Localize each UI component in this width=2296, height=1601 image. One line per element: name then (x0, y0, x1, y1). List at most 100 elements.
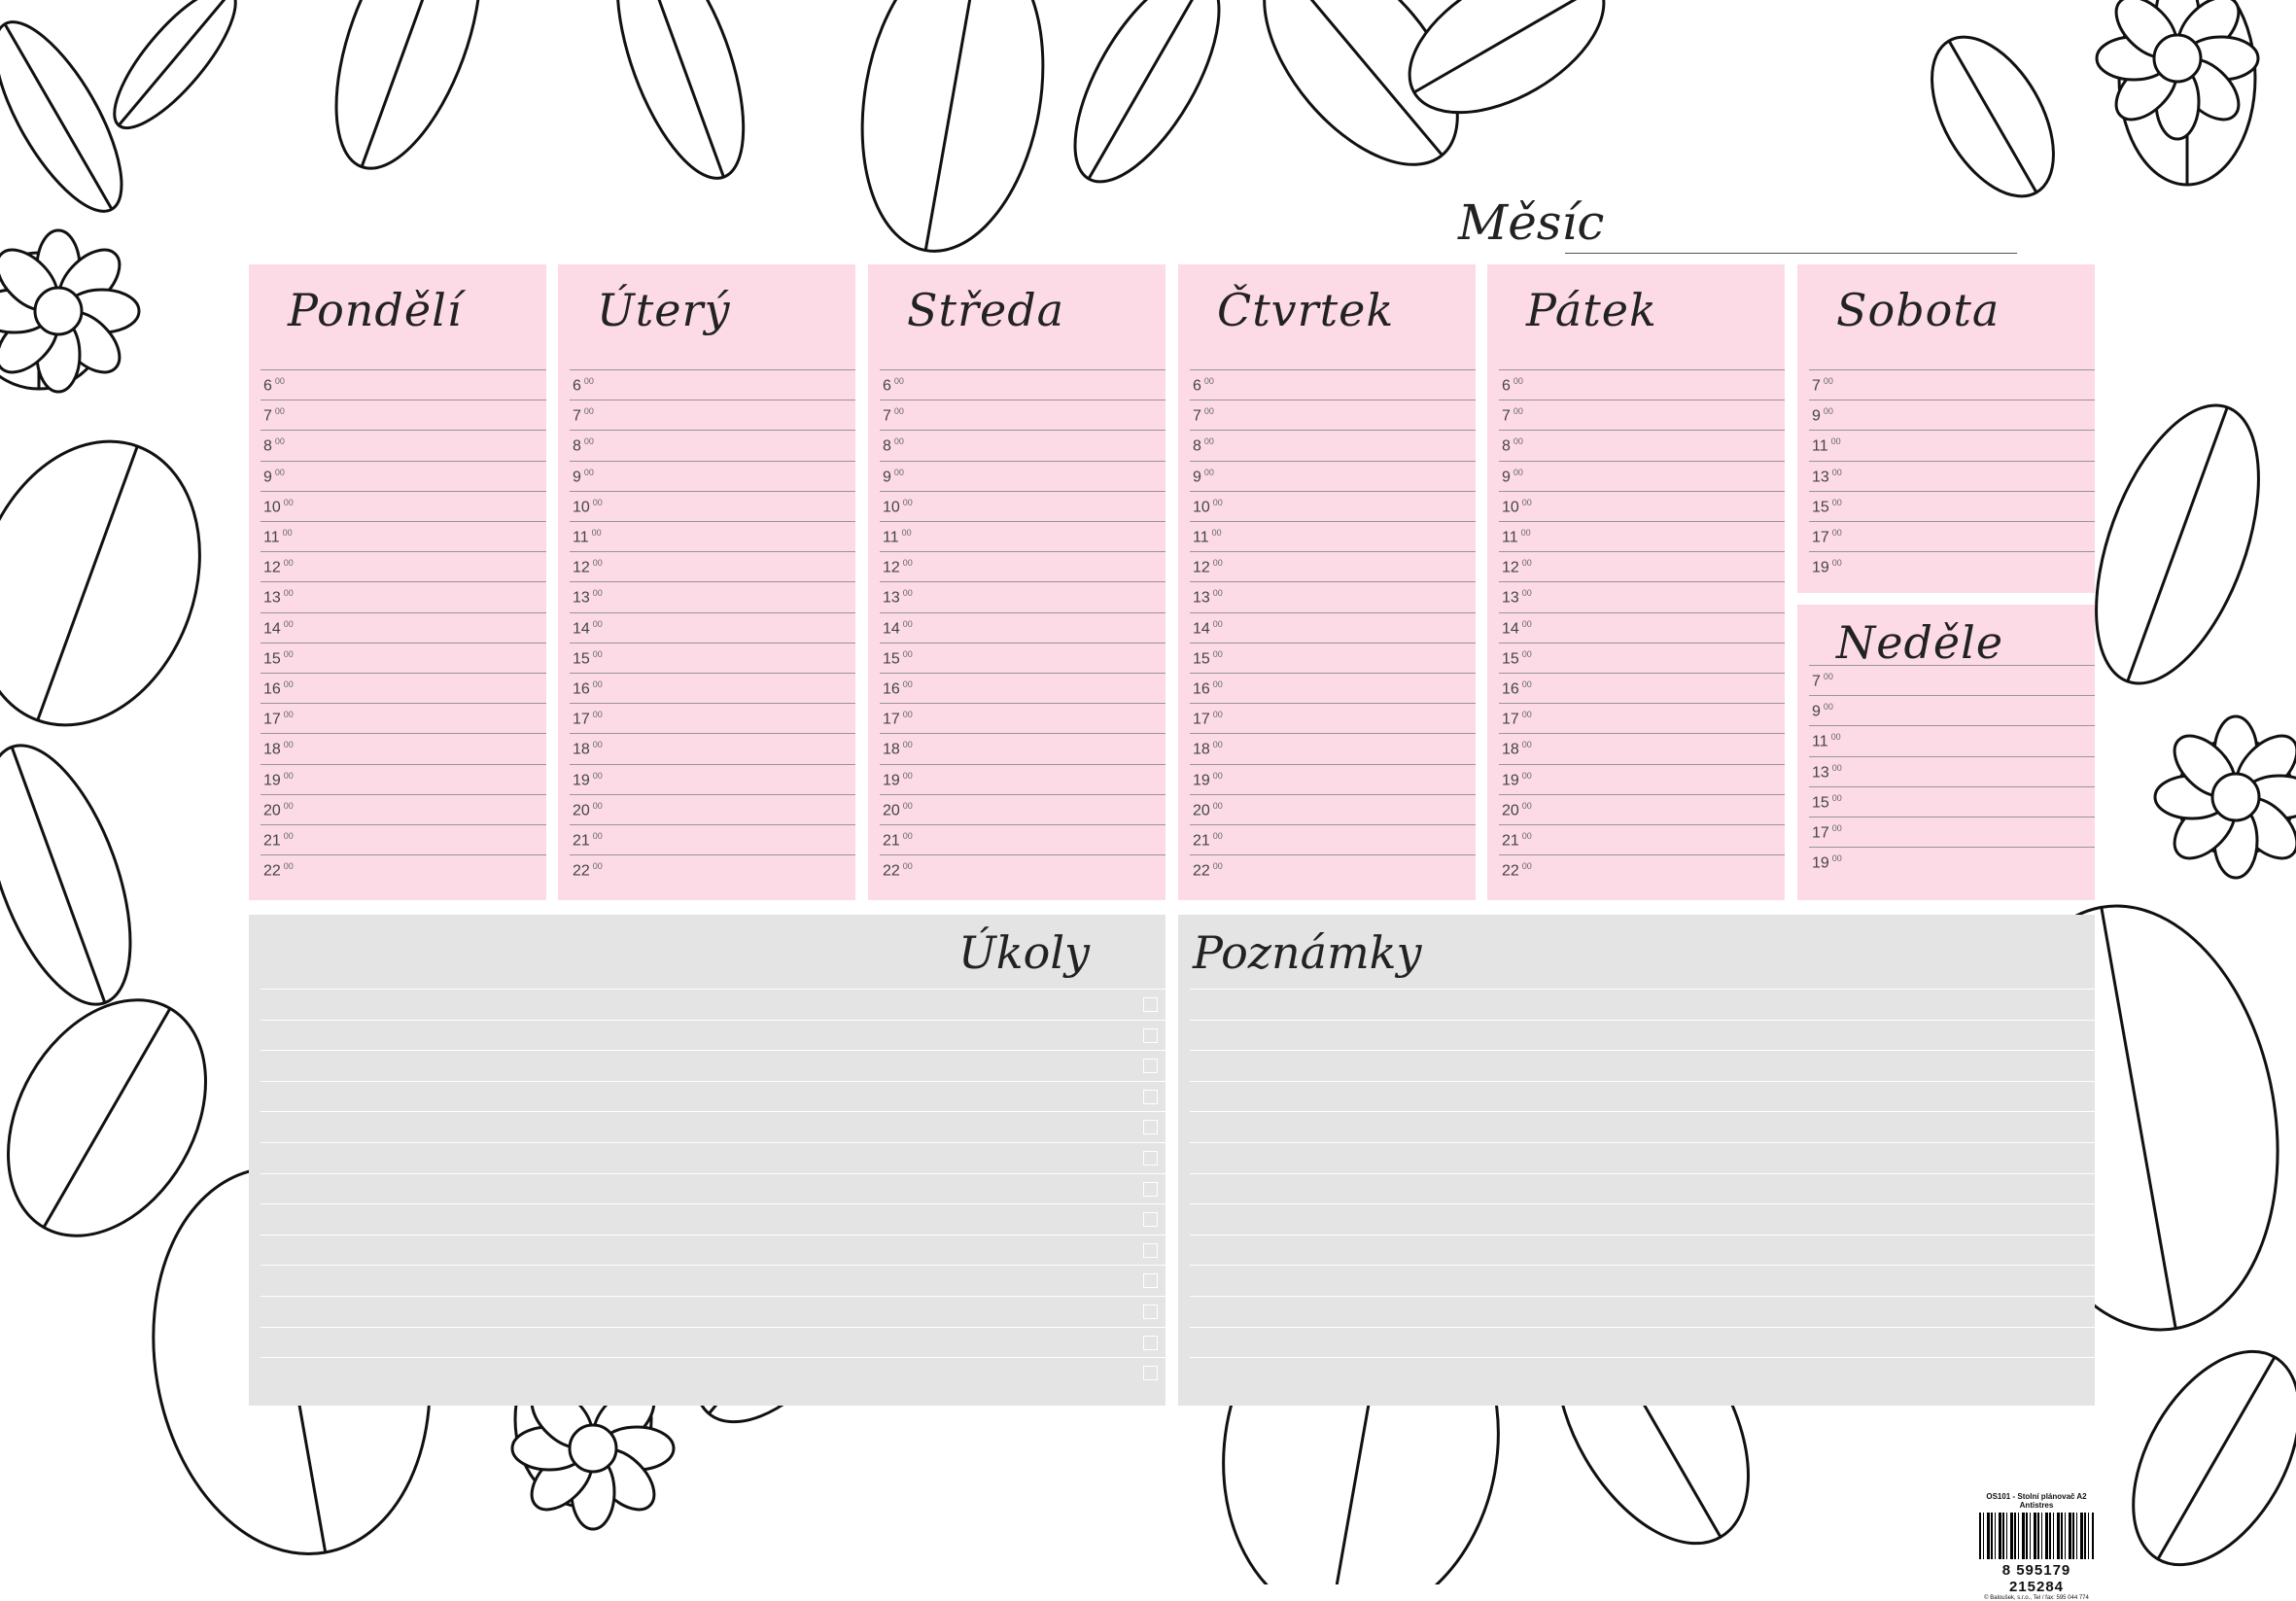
time-slot[interactable]: 7 00 (1499, 400, 1785, 431)
time-slot[interactable]: 8 00 (1499, 430, 1785, 461)
note-line[interactable] (1190, 1080, 2095, 1113)
time-slot[interactable]: 6 00 (1190, 369, 1476, 400)
task-line[interactable] (261, 1019, 1165, 1052)
time-slot[interactable]: 9 00 (570, 460, 855, 492)
time-slot[interactable]: 7 00 (1809, 369, 2095, 400)
time-slot[interactable]: 7 00 (570, 400, 855, 431)
time-slot[interactable]: 12 00 (880, 551, 1165, 582)
task-checkbox[interactable] (1143, 1181, 1158, 1197)
time-slot[interactable]: 15 00 (570, 642, 855, 674)
note-line[interactable] (1190, 1357, 2095, 1389)
task-line[interactable] (261, 1111, 1165, 1143)
time-slot[interactable]: 12 00 (1499, 551, 1785, 582)
task-line[interactable] (261, 1203, 1165, 1236)
task-checkbox[interactable] (1143, 1151, 1158, 1166)
time-slot[interactable]: 9 00 (1809, 400, 2095, 431)
note-line[interactable] (1190, 1142, 2095, 1174)
note-line[interactable] (1190, 1050, 2095, 1082)
time-slot[interactable]: 6 00 (1499, 369, 1785, 400)
note-line[interactable] (1190, 1111, 2095, 1143)
time-slot[interactable]: 21 00 (261, 824, 546, 855)
time-slot[interactable]: 6 00 (880, 369, 1165, 400)
task-line[interactable] (261, 1234, 1165, 1267)
time-slot[interactable]: 12 00 (261, 551, 546, 582)
time-slot[interactable]: 17 00 (261, 703, 546, 734)
time-slot[interactable]: 8 00 (570, 430, 855, 461)
task-checkbox[interactable] (1143, 1212, 1158, 1228)
time-slot[interactable]: 15 00 (1809, 490, 2095, 522)
time-slot[interactable]: 13 00 (570, 581, 855, 612)
time-slot[interactable]: 13 00 (1809, 460, 2095, 492)
time-slot[interactable]: 22 00 (1190, 854, 1476, 886)
time-slot[interactable]: 11 00 (570, 521, 855, 552)
time-slot[interactable]: 20 00 (1499, 793, 1785, 825)
task-line[interactable] (261, 1080, 1165, 1113)
time-slot[interactable]: 11 00 (261, 521, 546, 552)
time-slot[interactable]: 14 00 (1499, 611, 1785, 644)
time-slot[interactable]: 20 00 (880, 793, 1165, 825)
time-slot[interactable]: 14 00 (880, 611, 1165, 644)
note-line[interactable] (1190, 989, 2095, 1021)
time-slot[interactable]: 7 00 (880, 400, 1165, 431)
time-slot[interactable]: 10 00 (570, 490, 855, 522)
time-slot[interactable]: 11 00 (1499, 521, 1785, 552)
time-slot[interactable]: 20 00 (261, 793, 546, 825)
task-line[interactable] (261, 1326, 1165, 1359)
time-slot[interactable]: 8 00 (880, 430, 1165, 461)
time-slot[interactable]: 19 00 (1190, 763, 1476, 795)
task-checkbox[interactable] (1143, 1242, 1158, 1258)
time-slot[interactable]: 16 00 (570, 673, 855, 704)
time-slot[interactable]: 20 00 (570, 793, 855, 825)
time-slot[interactable]: 22 00 (880, 854, 1165, 886)
time-slot[interactable]: 21 00 (570, 824, 855, 855)
time-slot[interactable]: 19 00 (1499, 763, 1785, 795)
time-slot[interactable]: 11 00 (880, 521, 1165, 552)
time-slot[interactable]: 17 00 (1809, 521, 2095, 552)
time-slot[interactable]: 19 00 (570, 763, 855, 795)
time-slot[interactable]: 17 00 (1809, 817, 2095, 848)
time-slot[interactable]: 9 00 (880, 460, 1165, 492)
task-line[interactable] (261, 1172, 1165, 1205)
time-slot[interactable]: 18 00 (1499, 733, 1785, 764)
time-slot[interactable]: 18 00 (1190, 733, 1476, 764)
task-checkbox[interactable] (1143, 1305, 1158, 1319)
time-slot[interactable]: 7 00 (261, 400, 546, 431)
time-slot[interactable]: 9 00 (1499, 460, 1785, 492)
time-slot[interactable]: 11 00 (1809, 725, 2095, 756)
time-slot[interactable]: 13 00 (1809, 755, 2095, 787)
task-checkbox[interactable] (1143, 1059, 1158, 1074)
time-slot[interactable]: 22 00 (570, 854, 855, 886)
time-slot[interactable]: 16 00 (261, 673, 546, 704)
time-slot[interactable]: 10 00 (261, 490, 546, 522)
time-slot[interactable]: 14 00 (1190, 611, 1476, 644)
time-slot[interactable]: 19 00 (880, 763, 1165, 795)
time-slot[interactable]: 17 00 (570, 703, 855, 734)
time-slot[interactable]: 15 00 (1809, 785, 2095, 818)
time-slot[interactable]: 15 00 (261, 642, 546, 674)
time-slot[interactable]: 13 00 (261, 581, 546, 612)
time-slot[interactable]: 20 00 (1190, 793, 1476, 825)
time-slot[interactable]: 6 00 (570, 369, 855, 400)
time-slot[interactable]: 17 00 (1499, 703, 1785, 734)
time-slot[interactable]: 11 00 (1190, 521, 1476, 552)
note-line[interactable] (1190, 1203, 2095, 1236)
task-line[interactable] (261, 1296, 1165, 1328)
time-slot[interactable]: 17 00 (880, 703, 1165, 734)
time-slot[interactable]: 7 00 (1809, 665, 2095, 696)
time-slot[interactable]: 6 00 (261, 369, 546, 400)
task-line[interactable] (261, 1265, 1165, 1297)
time-slot[interactable]: 10 00 (1499, 490, 1785, 522)
time-slot[interactable]: 16 00 (1499, 673, 1785, 704)
note-line[interactable] (1190, 1172, 2095, 1205)
note-line[interactable] (1190, 1326, 2095, 1359)
time-slot[interactable]: 9 00 (261, 460, 546, 492)
time-slot[interactable]: 18 00 (570, 733, 855, 764)
month-input-line[interactable] (1565, 253, 2017, 254)
note-line[interactable] (1190, 1296, 2095, 1328)
time-slot[interactable]: 10 00 (880, 490, 1165, 522)
time-slot[interactable]: 13 00 (1190, 581, 1476, 612)
task-checkbox[interactable] (1143, 1335, 1158, 1350)
task-checkbox[interactable] (1143, 1120, 1158, 1135)
time-slot[interactable]: 14 00 (261, 611, 546, 644)
time-slot[interactable]: 21 00 (1499, 824, 1785, 855)
